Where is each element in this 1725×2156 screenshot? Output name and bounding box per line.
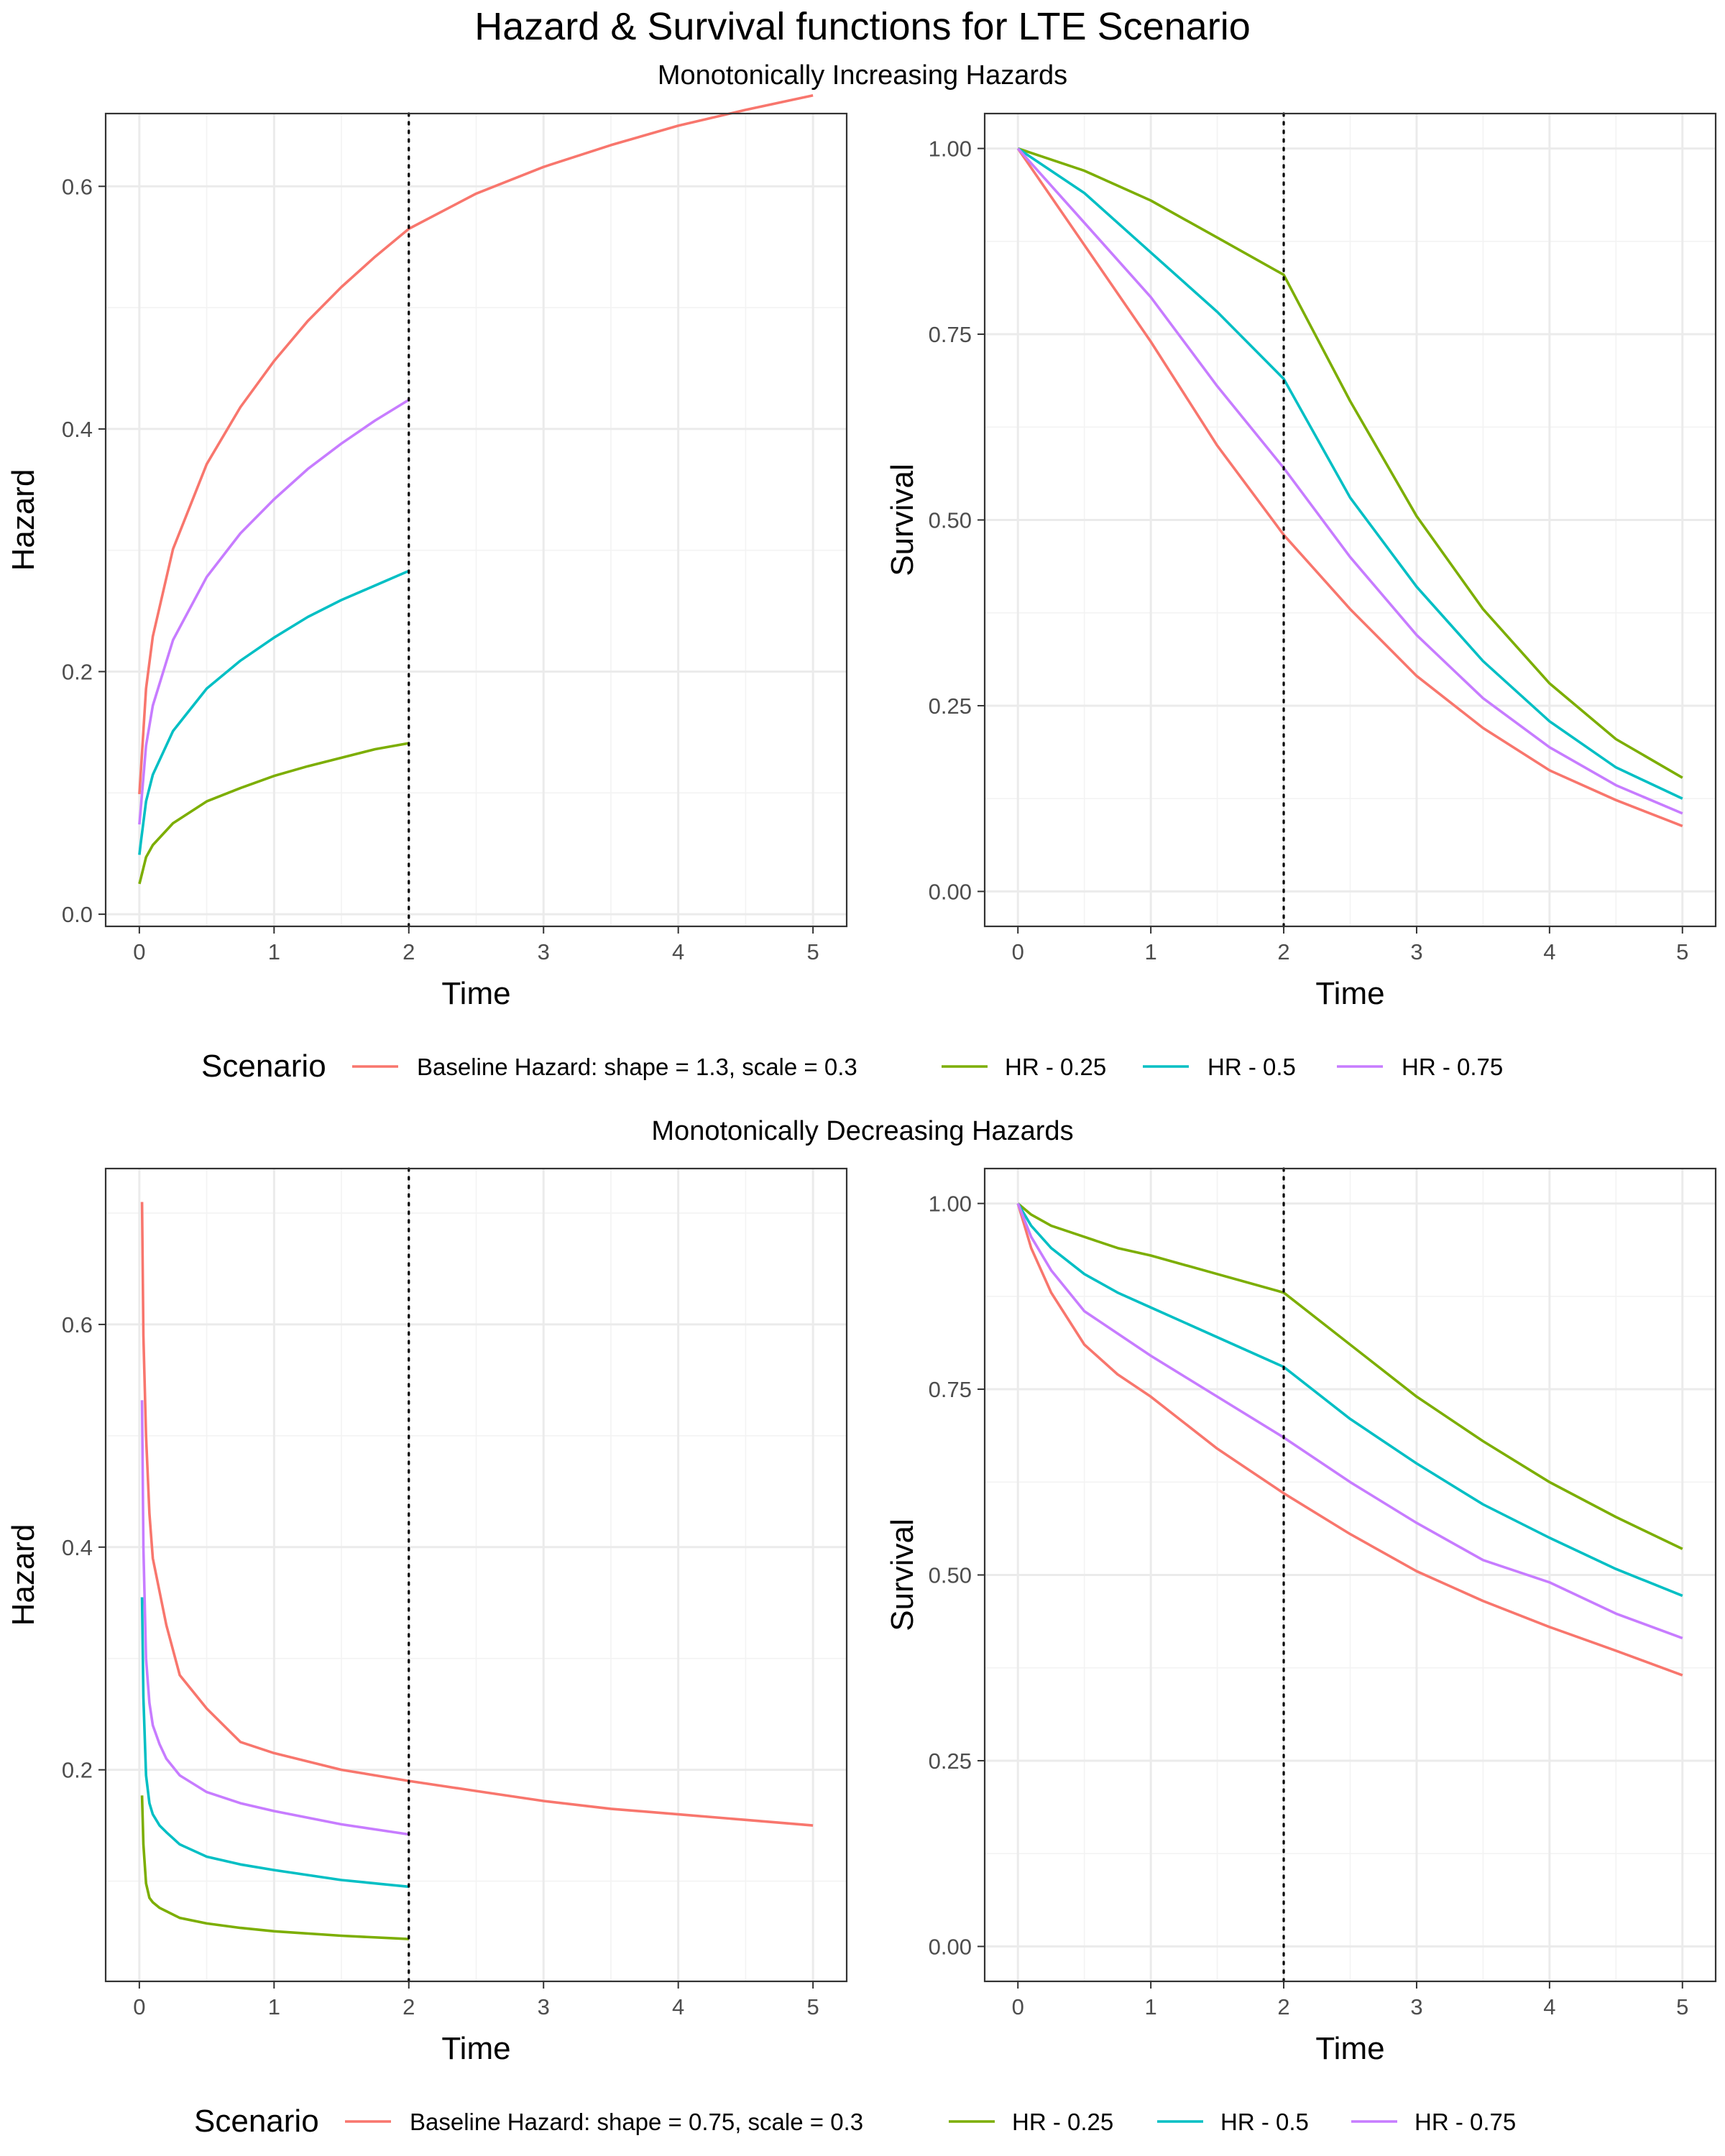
legend-label-hr-0-5: HR - 0.5 — [1220, 2109, 1309, 2135]
x-tick-label: 5 — [1676, 1994, 1688, 2019]
series-line-hr-0-25 — [1017, 1202, 1683, 1550]
series-line-hr-0-75 — [1016, 1202, 1683, 1640]
series-line-baseline-hazard-shape-0-75-scale-0-3 — [1016, 1203, 1683, 1677]
series-lines — [140, 1167, 814, 1983]
series-line-hr-0-5 — [1017, 147, 1683, 800]
series-line-hr-0-75 — [1016, 147, 1683, 815]
subtitle-decreasing: Monotonically Decreasing Hazards — [651, 1116, 1073, 1146]
series-line-baseline-hazard-shape-1-3-scale-0-3 — [138, 93, 814, 795]
x-axis-label: Time — [1315, 2031, 1384, 2066]
legend-title: Scenario — [194, 2104, 319, 2139]
x-tick-label: 1 — [268, 1994, 280, 2019]
subtitle-increasing: Monotonically Increasing Hazards — [658, 60, 1067, 91]
y-tick-label: 0.25 — [929, 694, 972, 719]
x-tick-label: 4 — [1543, 939, 1555, 964]
x-tick-label: 0 — [1012, 1994, 1024, 2019]
x-tick-label: 1 — [268, 939, 280, 964]
x-tick-label: 2 — [402, 1994, 415, 2019]
series-line-hr-0-5 — [1016, 1202, 1683, 1598]
panel-increasing-survival: 0 1 2 3 4 5 0.00 0.25 0.50 0.75 1.00 Time Survival — [885, 112, 1717, 1011]
y-tick-label: 0.00 — [929, 879, 972, 904]
y-tick-label: 0.2 — [62, 660, 93, 685]
y-axis-label: Hazard — [6, 469, 41, 571]
y-tick-label: 0.50 — [929, 1563, 972, 1588]
grid — [985, 114, 1716, 926]
panel-increasing-hazard: 0 1 2 3 4 5 0.0 0.2 0.4 0.6 Time Hazard — [6, 93, 848, 1011]
series-line-hr-0-75 — [138, 398, 410, 825]
y-tick-label: 1.00 — [929, 1192, 972, 1217]
series-lines — [1016, 1167, 1683, 1983]
axes: 0 1 2 3 4 5 0.0 0.2 0.4 0.6 — [62, 174, 819, 964]
y-tick-label: 0.6 — [62, 174, 93, 199]
series-line-hr-0-5 — [138, 569, 410, 855]
x-tick-label: 5 — [807, 939, 819, 964]
x-tick-label: 1 — [1145, 1994, 1157, 2019]
plot-frame — [104, 112, 848, 928]
x-axis-label: Time — [441, 976, 510, 1011]
y-tick-label: 0.50 — [929, 508, 972, 533]
series-line-hr-0-25 — [1017, 147, 1683, 779]
y-tick-label: 0.4 — [62, 1535, 93, 1560]
y-tick-label: 0.75 — [929, 1377, 972, 1402]
x-tick-label: 1 — [1145, 939, 1157, 964]
series-line-hr-0-25 — [140, 1795, 409, 1940]
legend-label-hr-0-25: HR - 0.25 — [1012, 2109, 1113, 2135]
series-line-hr-0-25 — [138, 742, 410, 885]
series-lines — [1016, 112, 1683, 928]
y-tick-label: 0.75 — [929, 322, 972, 347]
legend-title: Scenario — [201, 1049, 326, 1084]
series-line-baseline-hazard-shape-0-75-scale-0-3 — [140, 1202, 814, 1827]
y-tick-label: 0.2 — [62, 1758, 93, 1783]
y-tick-label: 0.6 — [62, 1312, 93, 1337]
grid — [106, 1169, 847, 1981]
x-tick-label: 4 — [672, 1994, 684, 2019]
x-tick-label: 3 — [1410, 1994, 1422, 2019]
y-tick-label: 0.00 — [929, 1934, 972, 1959]
axes: 0 1 2 3 4 5 0.00 0.25 0.50 0.75 1.00 — [929, 137, 1689, 964]
series-line-baseline-hazard-shape-1-3-scale-0-3 — [1016, 147, 1683, 828]
x-tick-label: 4 — [1543, 1994, 1555, 2019]
panel-decreasing-survival: 0 1 2 3 4 5 0.00 0.25 0.50 0.75 1.00 Time Survival — [885, 1167, 1717, 2066]
legend-decreasing: Scenario Baseline Hazard: shape = 0.75, … — [194, 2104, 1516, 2139]
y-tick-label: 1.00 — [929, 137, 972, 162]
legend-label-hr-0-75: HR - 0.75 — [1414, 2109, 1516, 2135]
legend-label-hr-0-75: HR - 0.75 — [1402, 1054, 1503, 1080]
x-tick-label: 2 — [1277, 939, 1289, 964]
x-tick-label: 5 — [807, 1994, 819, 2019]
x-tick-label: 0 — [133, 939, 145, 964]
x-tick-label: 3 — [1410, 939, 1422, 964]
x-axis-label: Time — [441, 2031, 510, 2066]
series-lines — [138, 93, 814, 928]
plot-frame — [104, 1167, 848, 1983]
y-axis-label: Survival — [885, 1519, 920, 1631]
series-line-hr-0-5 — [140, 1597, 409, 1889]
axes: 0 1 2 3 4 5 0.00 0.25 0.50 0.75 1.00 — [929, 1192, 1689, 2019]
x-tick-label: 3 — [538, 939, 550, 964]
legend-increasing: Scenario Baseline Hazard: shape = 1.3, s… — [201, 1049, 1503, 1084]
x-tick-label: 3 — [538, 1994, 550, 2019]
legend-label-baseline-hazard-shape-1-3-scale-0-3: Baseline Hazard: shape = 1.3, scale = 0.… — [417, 1054, 857, 1080]
y-axis-label: Hazard — [6, 1524, 41, 1626]
x-tick-label: 5 — [1676, 939, 1688, 964]
legend-label-baseline-hazard-shape-0-75-scale-0-3: Baseline Hazard: shape = 0.75, scale = 0… — [410, 2109, 863, 2135]
y-axis-label: Survival — [885, 464, 920, 576]
x-tick-label: 2 — [1277, 1994, 1289, 2019]
legend-label-hr-0-5: HR - 0.5 — [1208, 1054, 1296, 1080]
panel-decreasing-hazard: 0 1 2 3 4 5 0.2 0.4 0.6 Time Hazard — [6, 1167, 848, 2066]
y-tick-label: 0.4 — [62, 417, 93, 442]
x-tick-label: 4 — [672, 939, 684, 964]
legend-label-hr-0-25: HR - 0.25 — [1005, 1054, 1106, 1080]
x-tick-label: 0 — [133, 1994, 145, 2019]
series-line-hr-0-75 — [140, 1400, 410, 1836]
x-axis-label: Time — [1315, 976, 1384, 1011]
x-tick-label: 2 — [402, 939, 415, 964]
x-tick-label: 0 — [1012, 939, 1024, 964]
y-tick-label: 0.0 — [62, 902, 93, 927]
axes: 0 1 2 3 4 5 0.2 0.4 0.6 — [62, 1312, 819, 2019]
y-tick-label: 0.25 — [929, 1749, 972, 1774]
figure-title: Hazard & Survival functions for LTE Scen… — [474, 5, 1250, 48]
